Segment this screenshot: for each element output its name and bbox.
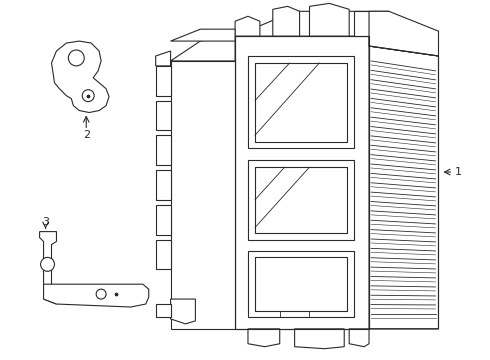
Polygon shape bbox=[235, 36, 369, 329]
Text: 2: 2 bbox=[83, 130, 90, 140]
Polygon shape bbox=[369, 46, 439, 329]
Polygon shape bbox=[156, 239, 171, 269]
Polygon shape bbox=[44, 284, 149, 307]
Polygon shape bbox=[171, 299, 196, 324]
Text: 3: 3 bbox=[42, 217, 49, 227]
Polygon shape bbox=[51, 41, 109, 113]
Polygon shape bbox=[156, 66, 171, 96]
Polygon shape bbox=[235, 16, 260, 36]
Polygon shape bbox=[294, 329, 344, 349]
Polygon shape bbox=[156, 170, 171, 200]
Polygon shape bbox=[235, 11, 439, 56]
Circle shape bbox=[82, 90, 94, 102]
Polygon shape bbox=[369, 11, 439, 56]
Polygon shape bbox=[156, 100, 171, 130]
Polygon shape bbox=[40, 231, 56, 304]
Polygon shape bbox=[156, 304, 171, 317]
Polygon shape bbox=[248, 329, 280, 347]
Circle shape bbox=[69, 50, 84, 66]
Polygon shape bbox=[156, 205, 171, 235]
Polygon shape bbox=[354, 11, 369, 36]
Polygon shape bbox=[273, 6, 299, 36]
Polygon shape bbox=[156, 51, 171, 66]
Polygon shape bbox=[349, 329, 369, 347]
Polygon shape bbox=[248, 251, 354, 317]
Text: 1: 1 bbox=[455, 167, 462, 177]
Polygon shape bbox=[171, 61, 235, 329]
Polygon shape bbox=[156, 135, 171, 165]
Polygon shape bbox=[171, 36, 235, 61]
Polygon shape bbox=[310, 3, 349, 36]
Circle shape bbox=[96, 289, 106, 299]
Polygon shape bbox=[248, 160, 354, 239]
Circle shape bbox=[41, 257, 54, 271]
Polygon shape bbox=[171, 29, 235, 41]
Polygon shape bbox=[248, 56, 354, 148]
